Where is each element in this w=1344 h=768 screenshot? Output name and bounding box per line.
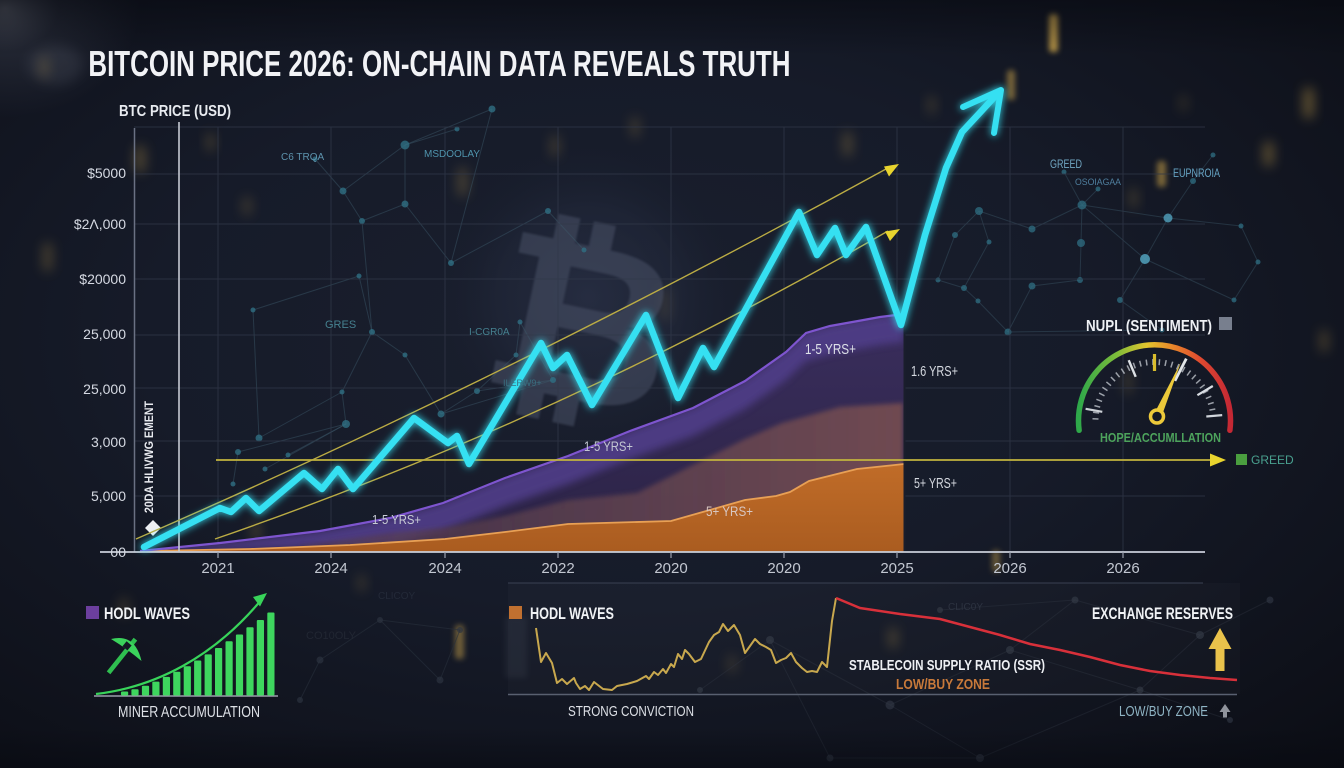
- svg-text:BTC PRICE (USD): BTC PRICE (USD): [119, 103, 231, 120]
- svg-text:2024: 2024: [428, 560, 461, 577]
- svg-text:00: 00: [110, 544, 126, 560]
- svg-text:2026: 2026: [993, 560, 1026, 577]
- svg-text:GRES: GRES: [325, 319, 356, 331]
- svg-text:$20000: $20000: [79, 271, 126, 287]
- svg-text:1.6 YRS+: 1.6 YRS+: [911, 364, 958, 380]
- svg-text:5+ YRS+: 5+ YRS+: [914, 476, 957, 492]
- svg-text:STABLECOIN SUPPLY RATIO (SSR): STABLECOIN SUPPLY RATIO (SSR): [849, 657, 1045, 674]
- svg-text:EUPNROIA: EUPNROIA: [1173, 168, 1220, 180]
- svg-text:I-CGR0A: I-CGR0A: [469, 327, 510, 338]
- svg-text:GREED: GREED: [1050, 157, 1082, 171]
- svg-text:20DA HLIVWG EMENT: 20DA HLIVWG EMENT: [142, 400, 156, 513]
- svg-text:HODL WAVES: HODL WAVES: [530, 604, 614, 623]
- svg-text:CO10OLY: CO10OLY: [306, 630, 357, 642]
- svg-text:OSOIAGAA: OSOIAGAA: [1075, 177, 1122, 188]
- svg-text:2022: 2022: [541, 560, 574, 577]
- svg-text:3,000: 3,000: [91, 434, 126, 450]
- svg-text:CLICOY: CLICOY: [378, 591, 416, 602]
- svg-text:5+ YRS+: 5+ YRS+: [706, 503, 753, 519]
- svg-text:$5000: $5000: [87, 165, 126, 181]
- svg-text:ILERW9+: ILERW9+: [503, 378, 542, 388]
- svg-text:$2Ʌ,000: $2Ʌ,000: [74, 216, 126, 232]
- svg-text:2024: 2024: [314, 560, 347, 577]
- svg-text:CLIC0Y: CLIC0Y: [948, 602, 983, 613]
- svg-text:2020: 2020: [767, 560, 800, 577]
- svg-text:25,000: 25,000: [83, 326, 126, 342]
- svg-text:LOW/BUY ZONE: LOW/BUY ZONE: [1119, 703, 1208, 720]
- svg-text:GREED: GREED: [1251, 453, 1294, 467]
- svg-text:MINER ACCUMULATION: MINER ACCUMULATION: [118, 704, 260, 721]
- svg-text:2026: 2026: [1106, 560, 1139, 577]
- svg-text:LOW/BUY ZONE: LOW/BUY ZONE: [896, 676, 990, 693]
- svg-text:1-5 YRS+: 1-5 YRS+: [805, 342, 856, 358]
- svg-text:C6 TRQA: C6 TRQA: [281, 152, 324, 163]
- svg-text:2021: 2021: [201, 560, 234, 577]
- svg-text:25,000: 25,000: [83, 381, 126, 397]
- svg-text:NUPL (SENTIMENT): NUPL (SENTIMENT): [1086, 318, 1212, 335]
- svg-text:2020: 2020: [654, 560, 687, 577]
- svg-text:HODL WAVES: HODL WAVES: [104, 604, 190, 623]
- svg-text:EXCHANGE RESERVES: EXCHANGE RESERVES: [1092, 604, 1233, 623]
- svg-text:1-5 YRS+: 1-5 YRS+: [584, 439, 633, 454]
- svg-text:5,000: 5,000: [91, 488, 126, 504]
- svg-text:HOPE/ACCUMLLATION: HOPE/ACCUMLLATION: [1100, 430, 1221, 445]
- svg-text:STRONG CONVICTION: STRONG CONVICTION: [568, 703, 694, 720]
- svg-text:MSDOOLAY: MSDOOLAY: [424, 149, 480, 160]
- svg-text:2025: 2025: [880, 560, 913, 577]
- svg-text:1-5 YRS+: 1-5 YRS+: [372, 512, 421, 527]
